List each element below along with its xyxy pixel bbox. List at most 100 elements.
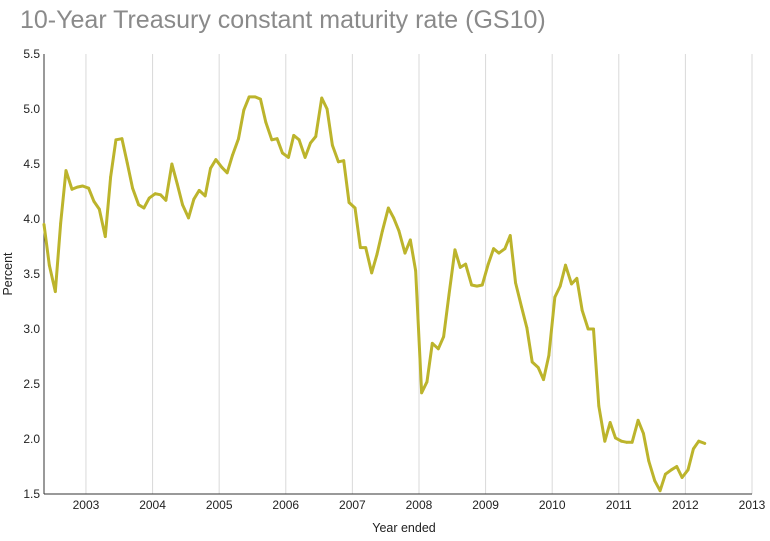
data-point bbox=[92, 200, 96, 203]
data-point bbox=[259, 97, 262, 101]
data-point bbox=[170, 162, 174, 166]
data-point bbox=[558, 284, 562, 288]
data-point bbox=[586, 327, 590, 331]
data-point bbox=[636, 418, 640, 422]
data-point bbox=[442, 335, 446, 339]
data-point bbox=[264, 120, 268, 124]
y-tick-label-2.5: 2.5 bbox=[23, 377, 40, 391]
data-point bbox=[197, 189, 201, 192]
data-point bbox=[403, 251, 407, 255]
data-point bbox=[503, 247, 507, 251]
data-point bbox=[647, 459, 651, 463]
data-point bbox=[330, 143, 334, 147]
data-point bbox=[508, 234, 512, 237]
data-point bbox=[458, 266, 462, 269]
data-point bbox=[142, 206, 146, 210]
data-point bbox=[109, 175, 113, 179]
data-point bbox=[425, 380, 429, 384]
data-point bbox=[42, 223, 46, 226]
data-point bbox=[370, 271, 374, 275]
x-tick-label-2009: 2009 bbox=[472, 498, 499, 512]
data-point bbox=[430, 341, 434, 345]
x-tick-labels: 2003 2004 2005 2006 2007 2008 2009 2010 2011 2012… bbox=[73, 498, 766, 512]
data-point bbox=[320, 96, 324, 100]
data-point bbox=[520, 305, 523, 309]
data-point bbox=[447, 293, 451, 297]
data-point bbox=[580, 308, 584, 312]
series-line-0 bbox=[42, 95, 707, 493]
x-tick-label-2011: 2011 bbox=[606, 498, 632, 512]
x-tick-label-2013: 2013 bbox=[739, 498, 766, 512]
y-tick-label-1.5: 1.5 bbox=[23, 487, 40, 501]
data-point bbox=[125, 161, 129, 165]
data-point bbox=[292, 134, 296, 137]
data-point bbox=[137, 203, 140, 207]
x-tick-label-2006: 2006 bbox=[272, 498, 299, 512]
data-point bbox=[630, 440, 634, 444]
data-point bbox=[75, 185, 79, 189]
data-point bbox=[570, 282, 573, 286]
x-tick-label-2007: 2007 bbox=[339, 498, 366, 512]
data-point bbox=[303, 156, 307, 159]
data-point bbox=[408, 238, 412, 242]
data-point bbox=[525, 326, 529, 330]
data-point bbox=[214, 158, 218, 162]
data-point bbox=[392, 216, 396, 220]
y-tick-label-2.0: 2.0 bbox=[23, 432, 40, 446]
data-point bbox=[642, 432, 645, 435]
data-point bbox=[153, 192, 157, 196]
data-point bbox=[470, 283, 473, 287]
data-point bbox=[414, 269, 418, 273]
data-point bbox=[380, 229, 384, 233]
x-axis-title: Year ended bbox=[372, 521, 436, 535]
data-point bbox=[87, 186, 91, 190]
data-point bbox=[653, 479, 657, 483]
data-point bbox=[97, 207, 101, 211]
data-point bbox=[287, 156, 290, 159]
data-point bbox=[547, 354, 551, 357]
axes bbox=[43, 54, 752, 495]
y-tick-label-3.0: 3.0 bbox=[23, 322, 40, 336]
x-tick-label-2004: 2004 bbox=[139, 498, 166, 512]
data-point bbox=[480, 283, 484, 287]
data-point bbox=[270, 138, 274, 142]
data-point bbox=[453, 248, 457, 252]
y-tick-label-3.5: 3.5 bbox=[23, 267, 40, 281]
data-point bbox=[691, 447, 695, 451]
x-tick-label-2008: 2008 bbox=[406, 498, 433, 512]
data-point bbox=[697, 439, 701, 443]
data-point bbox=[614, 436, 617, 440]
data-point bbox=[658, 489, 662, 493]
data-point bbox=[53, 290, 57, 293]
y-tick-labels: 1.5 2.0 2.5 3.0 3.5 4.0 4.5 5.0 5.5 bbox=[23, 47, 40, 501]
data-point bbox=[664, 472, 667, 476]
data-point bbox=[309, 141, 312, 145]
data-point bbox=[386, 206, 390, 210]
data-point bbox=[686, 468, 690, 472]
data-point bbox=[680, 476, 684, 479]
y-axis-title: Percent bbox=[1, 252, 15, 296]
data-point bbox=[81, 184, 85, 188]
data-point bbox=[70, 187, 74, 191]
data-point bbox=[147, 196, 151, 200]
data-point bbox=[353, 206, 357, 210]
data-point bbox=[297, 138, 301, 142]
data-point bbox=[514, 281, 517, 285]
data-point bbox=[275, 137, 279, 141]
data-point bbox=[592, 327, 595, 331]
data-point bbox=[475, 284, 479, 288]
x-tick-label-2003: 2003 bbox=[73, 498, 100, 512]
data-point bbox=[103, 235, 107, 239]
y-tick-label-5.0: 5.0 bbox=[23, 102, 40, 116]
data-point bbox=[364, 246, 368, 250]
data-point bbox=[203, 194, 207, 198]
y-tick-label-5.5: 5.5 bbox=[23, 47, 40, 61]
data-point bbox=[231, 153, 234, 157]
data-point bbox=[159, 193, 162, 197]
data-point bbox=[530, 360, 534, 364]
data-point bbox=[47, 263, 51, 267]
data-point bbox=[486, 262, 490, 266]
data-point bbox=[187, 216, 190, 220]
data-point bbox=[347, 201, 351, 204]
